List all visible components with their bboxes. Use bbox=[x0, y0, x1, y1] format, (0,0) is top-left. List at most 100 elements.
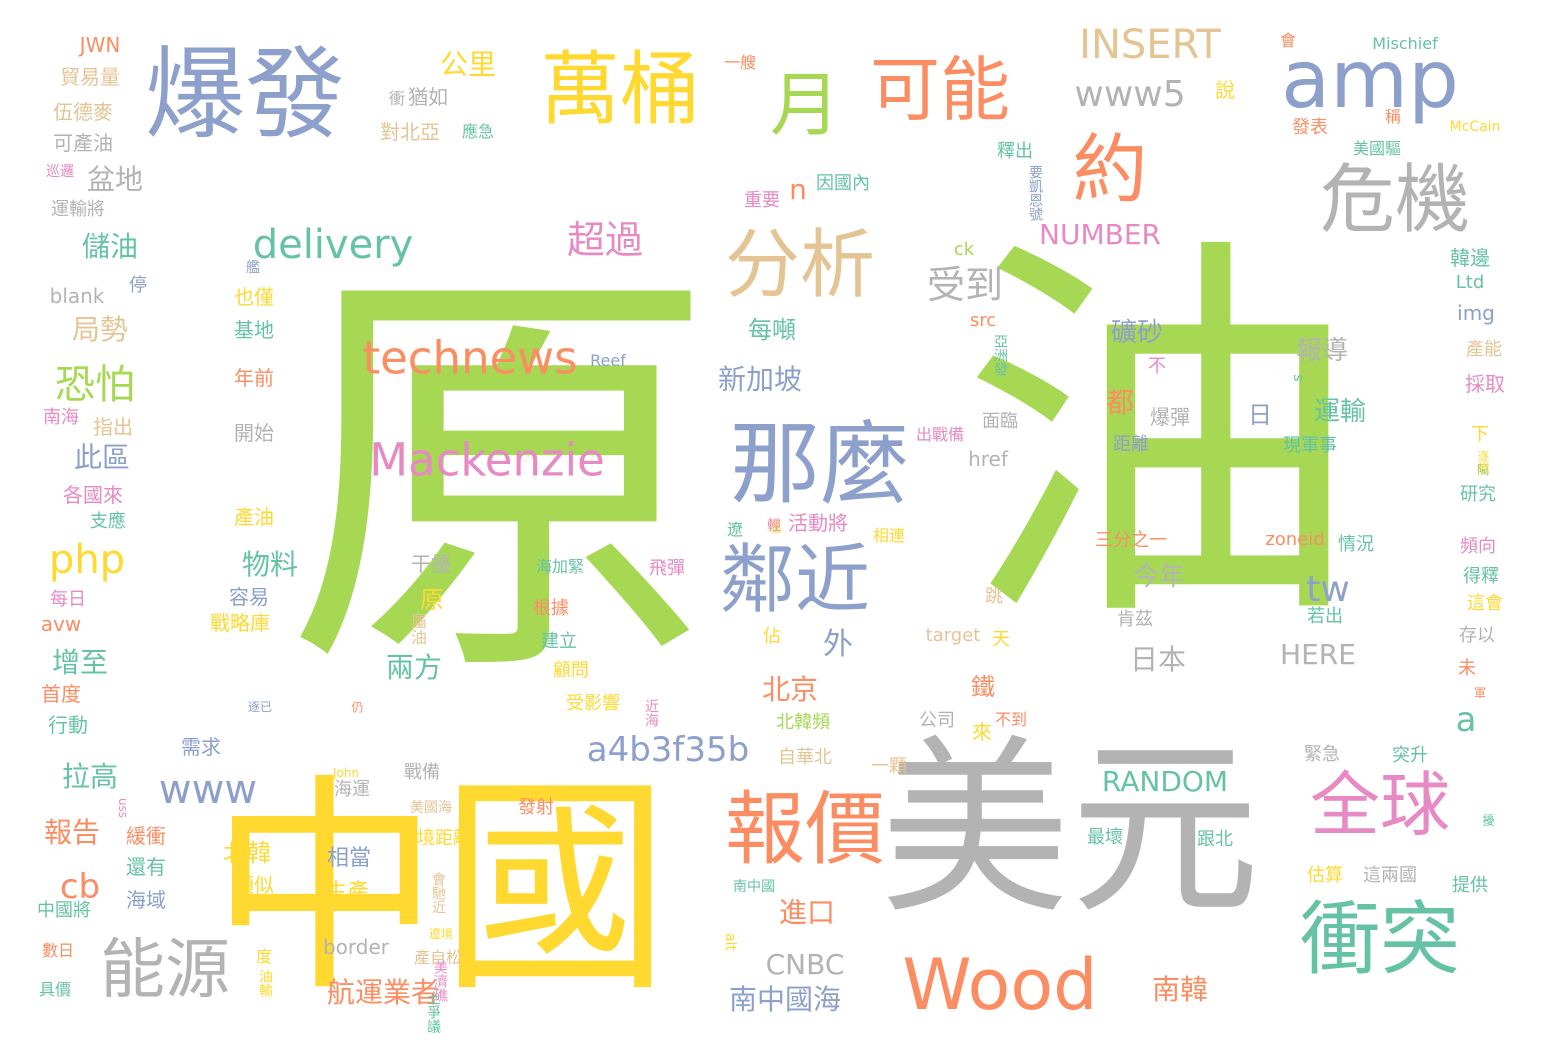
cloud-word: 一艘 bbox=[723, 53, 757, 72]
cloud-word: 戰略庫 bbox=[210, 611, 270, 635]
cloud-word: 此區 bbox=[73, 441, 131, 474]
cloud-word: 頻向 bbox=[1460, 536, 1496, 557]
cloud-word: 原 bbox=[285, 230, 715, 730]
cloud-word: target bbox=[925, 625, 981, 646]
cloud-word: 自華北 bbox=[778, 747, 832, 768]
cloud-word: 緊急 bbox=[1304, 744, 1340, 765]
cloud-word: 遼 bbox=[726, 520, 744, 539]
cloud-word: Wood bbox=[902, 944, 1098, 1026]
cloud-word: RANDOM bbox=[1101, 765, 1229, 798]
cloud-word: 報告 bbox=[43, 816, 101, 849]
cloud-word: 可能 bbox=[870, 49, 1010, 131]
cloud-word: 估算 bbox=[1307, 865, 1343, 886]
cloud-word: 巡邏 bbox=[46, 164, 74, 180]
cloud-word: 北韓頻 bbox=[776, 712, 830, 733]
cloud-word: 衝 bbox=[386, 90, 405, 106]
cloud-word: 那麼 bbox=[730, 412, 910, 517]
cloud-word: 每日 bbox=[50, 589, 86, 610]
cloud-word: 增至 bbox=[51, 646, 109, 679]
cloud-word: 隔 bbox=[1476, 463, 1490, 477]
cloud-word: href bbox=[968, 447, 1008, 471]
cloud-word: 應急 bbox=[461, 122, 495, 141]
cloud-word: 還有 bbox=[126, 855, 166, 879]
cloud-word: 逐已 bbox=[247, 700, 273, 714]
cloud-word: 逐艦 bbox=[1476, 450, 1490, 474]
cloud-word: 海域 bbox=[126, 888, 166, 912]
cloud-word: 鐵 bbox=[971, 673, 995, 701]
cloud-word: 伍德麥 bbox=[53, 100, 113, 124]
cloud-word: 需求 bbox=[181, 735, 221, 759]
cloud-word: 公司 bbox=[919, 710, 955, 731]
cloud-word: 今年 bbox=[1132, 562, 1186, 592]
cloud-word: www5 bbox=[1074, 74, 1186, 115]
cloud-word: 貿易量 bbox=[60, 65, 120, 89]
cloud-word: 情況 bbox=[1338, 534, 1374, 555]
cloud-word: 會 bbox=[1279, 31, 1297, 50]
cloud-word: 相當 bbox=[326, 846, 372, 871]
cloud-word: 艦 bbox=[246, 260, 260, 276]
cloud-word: 若出 bbox=[1307, 606, 1343, 627]
cloud-word: 爆彈 bbox=[1150, 405, 1190, 429]
cloud-word: 受影響 bbox=[566, 693, 620, 714]
cloud-word: 也僅 bbox=[234, 285, 274, 309]
cloud-word: 猶如 bbox=[408, 85, 448, 109]
cloud-word: 爆發 bbox=[145, 36, 345, 153]
cloud-word: 距離 bbox=[1113, 434, 1149, 455]
cloud-word: INSERT bbox=[1079, 22, 1221, 68]
cloud-word: 分析 bbox=[724, 220, 876, 309]
cloud-word: delivery bbox=[252, 222, 414, 268]
cloud-word: CNBC bbox=[765, 948, 845, 981]
cloud-word: 超過 bbox=[566, 218, 644, 262]
cloud-word: McCain bbox=[1449, 119, 1501, 135]
cloud-word: 具價 bbox=[38, 980, 72, 999]
cloud-word: 停 bbox=[129, 275, 147, 296]
cloud-word: 中國將 bbox=[37, 900, 91, 921]
cloud-word: 運輸將 bbox=[51, 199, 105, 220]
cloud-word: 提供 bbox=[1452, 875, 1488, 896]
cloud-word: 邊境 bbox=[428, 927, 454, 941]
cloud-word: 恐怕 bbox=[55, 362, 135, 408]
cloud-word: 報導 bbox=[1295, 336, 1349, 366]
cloud-word: 物料 bbox=[241, 548, 299, 581]
cloud-word: Ltd bbox=[1455, 272, 1485, 293]
cloud-word: 釋出 bbox=[997, 141, 1033, 162]
cloud-word: 不到 bbox=[994, 710, 1028, 729]
cloud-word: 盆地 bbox=[86, 163, 144, 196]
cloud-word: 兩方 bbox=[385, 651, 443, 684]
cloud-word: 天 bbox=[992, 629, 1010, 650]
cloud-word: 南中國海 bbox=[728, 983, 842, 1016]
cloud-word: 溫 bbox=[766, 519, 782, 533]
cloud-word: 產油 bbox=[234, 505, 274, 529]
cloud-word: 這會 bbox=[1467, 593, 1503, 614]
cloud-word: n bbox=[789, 173, 807, 206]
cloud-word: 運輸 bbox=[1313, 397, 1367, 427]
cloud-word: 生產 bbox=[324, 880, 370, 905]
cloud-word: 海加緊 bbox=[535, 557, 585, 576]
cloud-word: 拉高 bbox=[61, 760, 119, 793]
cloud-word: zoneid bbox=[1265, 529, 1325, 550]
cloud-word: php bbox=[48, 537, 126, 583]
cloud-word: s bbox=[1290, 374, 1306, 382]
cloud-word: 未 bbox=[1458, 658, 1476, 679]
cloud-word: 航運業者 bbox=[326, 976, 440, 1009]
cloud-word: 年前 bbox=[234, 366, 274, 390]
cloud-word: img bbox=[1457, 301, 1495, 325]
cloud-word: 美國海 bbox=[410, 800, 452, 816]
cloud-word: 肯茲 bbox=[1117, 609, 1153, 630]
cloud-word: 油輸 bbox=[257, 969, 273, 997]
cloud-word: 存以 bbox=[1459, 625, 1495, 646]
cloud-word: 萬桶 bbox=[540, 43, 700, 136]
cloud-word: 最壞 bbox=[1087, 827, 1123, 848]
cloud-word: 外 bbox=[823, 627, 853, 662]
cloud-word: 發表 bbox=[1292, 117, 1328, 138]
cloud-word: NUMBER bbox=[1039, 218, 1161, 251]
cloud-word: HERE bbox=[1280, 638, 1356, 671]
cloud-word: 因國內 bbox=[816, 173, 870, 194]
cloud-word: 中國 bbox=[209, 756, 671, 1023]
cloud-word: 衝突 bbox=[1300, 893, 1460, 986]
cloud-word: 境距離 bbox=[417, 828, 471, 849]
cloud-word: 南海 bbox=[43, 407, 79, 428]
cloud-word: 容易 bbox=[229, 585, 269, 609]
cloud-word: 相連 bbox=[872, 526, 906, 545]
cloud-word: ck bbox=[953, 239, 975, 260]
